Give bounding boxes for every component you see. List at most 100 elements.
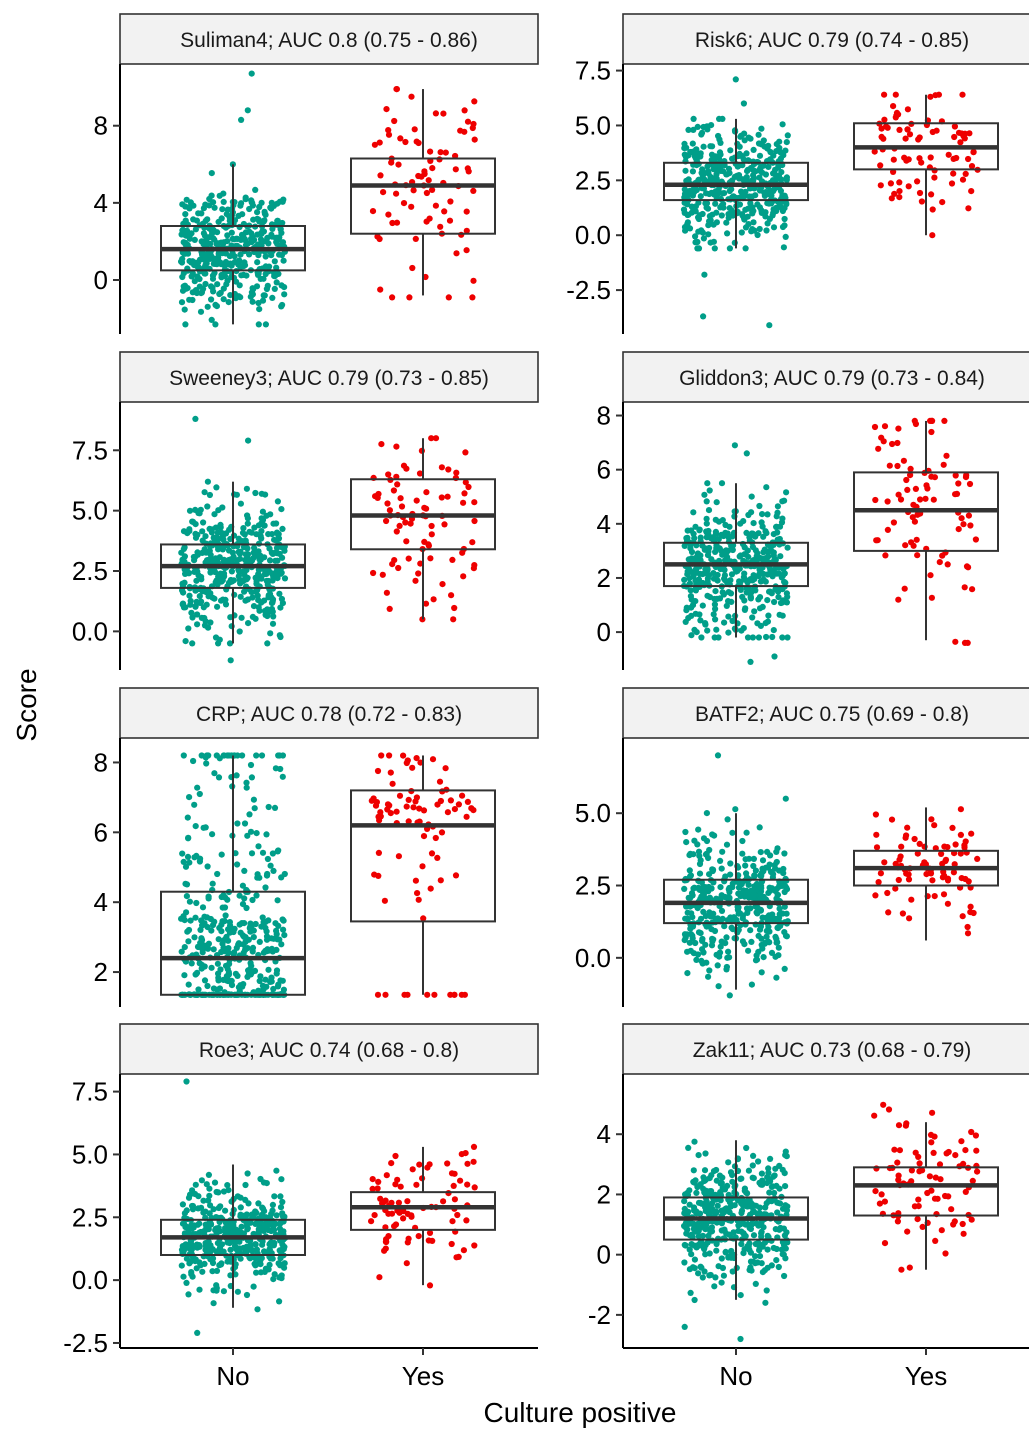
data-point <box>927 93 934 100</box>
data-point <box>735 1227 742 1234</box>
data-point <box>758 125 765 132</box>
panel-title: Gliddon3; AUC 0.79 (0.73 - 0.84) <box>679 367 985 390</box>
data-point <box>201 977 209 984</box>
data-point <box>270 1276 277 1283</box>
data-point <box>969 1177 976 1184</box>
data-point <box>780 1225 788 1232</box>
data-point <box>248 70 255 77</box>
data-point <box>404 757 411 764</box>
data-point <box>233 235 240 242</box>
data-point <box>959 913 966 920</box>
data-point <box>704 480 711 487</box>
data-point <box>411 126 418 133</box>
data-point <box>705 1232 712 1239</box>
data-point <box>906 1264 913 1271</box>
data-point <box>193 852 200 860</box>
y-axis-title: Score <box>11 668 42 741</box>
data-point <box>689 932 696 939</box>
data-point <box>755 1239 762 1247</box>
data-point <box>198 936 205 943</box>
data-point <box>374 233 381 240</box>
data-point <box>781 888 788 896</box>
data-point <box>452 872 460 879</box>
data-point <box>192 823 199 830</box>
data-point <box>769 1183 776 1190</box>
data-point <box>775 1263 782 1271</box>
data-point <box>930 496 937 503</box>
data-point <box>687 1289 694 1296</box>
data-point <box>761 940 768 947</box>
data-point <box>699 960 706 967</box>
data-point <box>755 140 763 147</box>
data-point <box>252 552 259 560</box>
data-point <box>752 192 759 199</box>
data-point <box>744 909 751 917</box>
data-point <box>234 972 241 980</box>
data-point <box>249 594 256 601</box>
data-point <box>213 752 220 759</box>
data-point <box>178 948 185 955</box>
data-point <box>272 235 279 242</box>
data-point <box>905 183 912 190</box>
data-point <box>185 1291 192 1298</box>
data-point <box>374 1185 381 1192</box>
data-point <box>192 506 199 513</box>
data-point <box>234 1227 241 1234</box>
data-point <box>900 457 908 464</box>
data-point <box>240 1230 247 1237</box>
data-point <box>238 200 245 207</box>
data-point <box>194 611 201 618</box>
data-point <box>208 192 215 199</box>
data-point <box>419 863 426 870</box>
data-point <box>716 136 723 143</box>
data-point <box>379 1200 386 1207</box>
data-point <box>968 1128 975 1136</box>
data-point <box>783 489 790 496</box>
data-point <box>759 510 766 518</box>
data-point <box>703 190 710 197</box>
data-point <box>745 221 752 228</box>
data-point <box>700 835 708 842</box>
data-point <box>681 885 688 893</box>
box-no <box>160 1164 306 1308</box>
data-point <box>253 892 260 899</box>
data-point <box>738 132 745 139</box>
data-point <box>692 233 699 240</box>
data-point <box>279 525 286 533</box>
data-point <box>222 1225 229 1232</box>
data-point <box>270 935 277 942</box>
data-point <box>917 496 924 503</box>
data-point <box>725 613 732 620</box>
data-point <box>741 1185 749 1192</box>
data-point <box>464 1181 471 1188</box>
data-point <box>872 1188 879 1195</box>
data-point <box>747 1258 755 1265</box>
data-point <box>263 948 271 955</box>
data-point <box>179 273 186 281</box>
data-point <box>441 208 448 215</box>
data-point <box>717 195 725 203</box>
data-point <box>939 874 947 881</box>
data-point <box>932 1174 939 1181</box>
data-point <box>269 620 277 627</box>
points <box>178 415 478 664</box>
data-point <box>444 493 451 500</box>
data-point <box>760 954 767 961</box>
data-point <box>691 1179 698 1186</box>
data-point <box>738 627 745 634</box>
data-point <box>248 774 255 781</box>
data-point <box>756 594 764 601</box>
data-point <box>213 303 220 310</box>
data-point <box>392 1181 399 1188</box>
data-point <box>697 915 705 922</box>
data-point <box>253 1246 260 1253</box>
data-point <box>274 897 281 904</box>
data-point <box>721 1209 728 1216</box>
data-point <box>240 568 247 575</box>
data-point <box>236 568 243 575</box>
data-point <box>213 241 220 248</box>
data-point <box>877 182 884 189</box>
data-point <box>226 640 234 647</box>
y-tick-label: 5.0 <box>575 110 611 140</box>
